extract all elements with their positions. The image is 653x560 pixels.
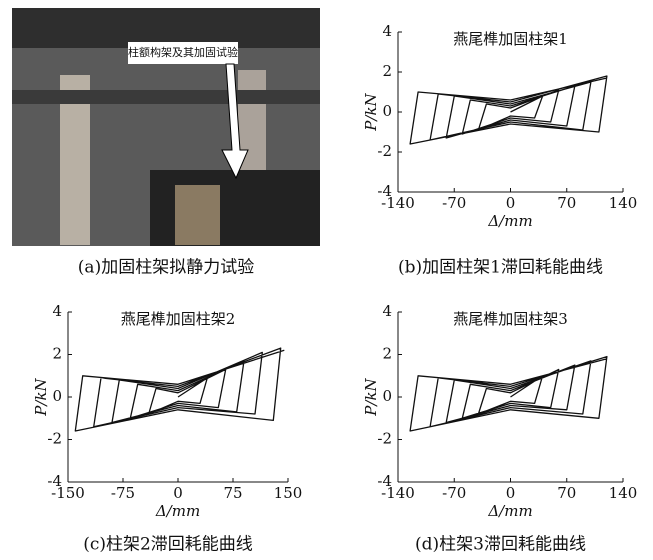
x-tick-label: 150 xyxy=(274,484,303,502)
x-axis-label: Δ/mm xyxy=(487,502,532,520)
x-tick-label: 70 xyxy=(557,484,576,502)
photo-frame xyxy=(12,90,320,104)
x-tick-label: -140 xyxy=(381,484,415,502)
page: 柱额构架及其加固试验 (a)加固柱架拟静力试验 -4-2024-140-7007… xyxy=(0,0,653,560)
x-tick-label: 0 xyxy=(506,484,516,502)
y-tick-label: -2 xyxy=(377,430,392,448)
y-tick-label: 4 xyxy=(52,302,62,320)
y-tick-label: 0 xyxy=(382,387,392,405)
x-tick-label: -140 xyxy=(381,194,415,212)
caption: (b)加固柱架1滞回耗能曲线 xyxy=(398,258,603,278)
x-tick-label: 140 xyxy=(609,484,638,502)
caption: (d)柱架3滞回耗能曲线 xyxy=(415,535,586,555)
x-axis-label: Δ/mm xyxy=(155,502,200,520)
photo-wrap xyxy=(175,185,220,245)
y-tick-label: 2 xyxy=(382,345,392,363)
chart-title: 燕尾榫加固柱架1 xyxy=(453,30,568,48)
y-tick-label: 0 xyxy=(382,102,392,120)
photo: 柱额构架及其加固试验 xyxy=(12,8,320,246)
y-tick-label: 4 xyxy=(382,302,392,320)
x-tick-label: 140 xyxy=(609,194,638,212)
x-tick-label: 0 xyxy=(173,484,183,502)
caption: (c)柱架2滞回耗能曲线 xyxy=(83,535,253,555)
hysteresis-curve xyxy=(410,76,607,144)
y-axis-label: P/kN xyxy=(362,92,380,131)
x-tick-label: 0 xyxy=(506,194,516,212)
x-tick-label: -70 xyxy=(442,194,466,212)
chart-title: 燕尾榫加固柱架2 xyxy=(121,310,236,328)
y-tick-label: -2 xyxy=(377,142,392,160)
x-tick-label: 75 xyxy=(223,484,242,502)
x-tick-label: -75 xyxy=(111,484,135,502)
hysteresis-curve xyxy=(410,357,607,431)
caption: (a)加固柱架拟静力试验 xyxy=(78,258,254,278)
y-tick-label: 4 xyxy=(382,22,392,40)
y-axis-label: P/kN xyxy=(362,377,380,416)
y-axis-label: P/kN xyxy=(32,377,50,416)
x-tick-label: -150 xyxy=(51,484,85,502)
x-tick-label: 70 xyxy=(557,194,576,212)
x-axis-label: Δ/mm xyxy=(487,212,532,230)
figure: 柱额构架及其加固试验 (a)加固柱架拟静力试验 -4-2024-140-7007… xyxy=(0,0,653,556)
chart-title: 燕尾榫加固柱架3 xyxy=(453,310,568,328)
y-tick-label: -2 xyxy=(47,430,62,448)
photo-label: 柱额构架及其加固试验 xyxy=(128,45,238,59)
y-tick-label: 0 xyxy=(52,387,62,405)
y-tick-label: 2 xyxy=(52,345,62,363)
y-tick-label: 2 xyxy=(382,62,392,80)
hysteresis-curve xyxy=(75,348,284,431)
x-tick-label: -70 xyxy=(442,484,466,502)
